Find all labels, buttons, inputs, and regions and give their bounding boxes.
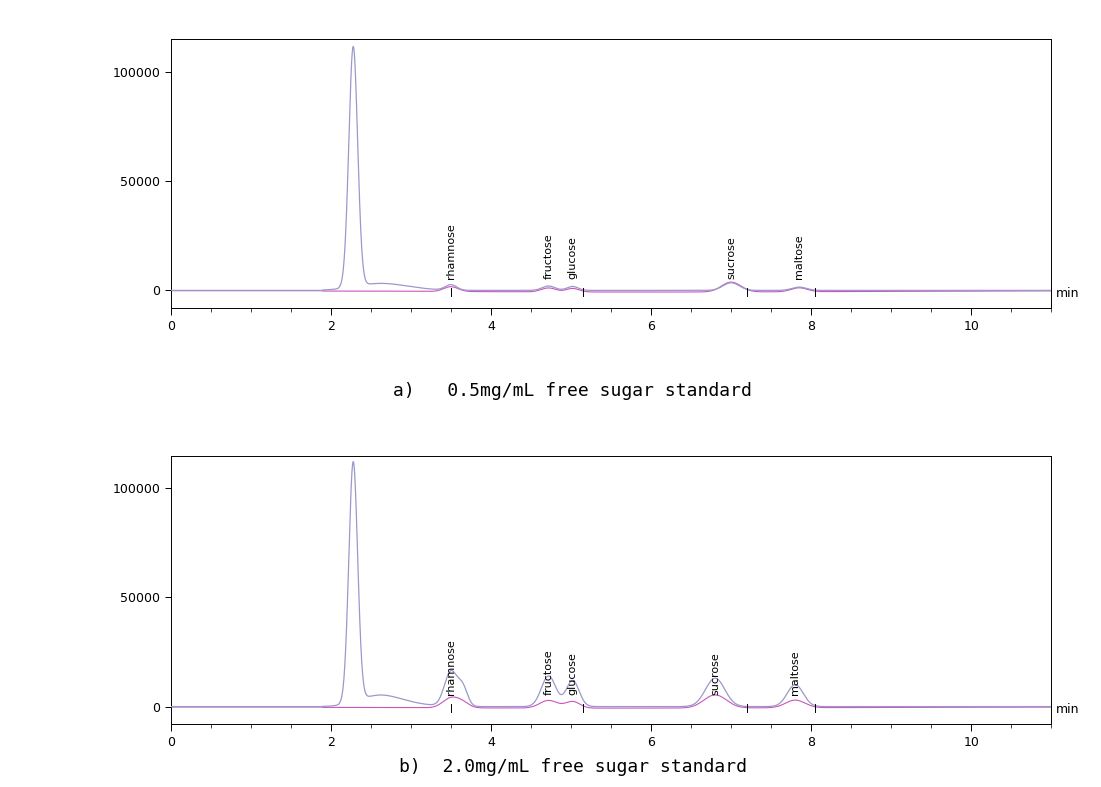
Text: sucrose: sucrose <box>710 652 720 695</box>
Text: glucose: glucose <box>568 652 578 695</box>
Text: maltose: maltose <box>794 235 804 279</box>
Text: sucrose: sucrose <box>727 236 737 279</box>
Text: fructose: fructose <box>544 234 554 279</box>
Text: rhamnose: rhamnose <box>446 224 456 279</box>
Text: min: min <box>1056 703 1079 715</box>
Text: fructose: fructose <box>544 649 554 695</box>
Text: a)   0.5mg/mL free sugar standard: a) 0.5mg/mL free sugar standard <box>393 382 752 400</box>
Text: rhamnose: rhamnose <box>446 640 456 695</box>
Text: maltose: maltose <box>791 651 800 695</box>
Text: b)  2.0mg/mL free sugar standard: b) 2.0mg/mL free sugar standard <box>399 759 746 776</box>
Text: min: min <box>1056 286 1079 300</box>
Text: glucose: glucose <box>568 236 578 279</box>
